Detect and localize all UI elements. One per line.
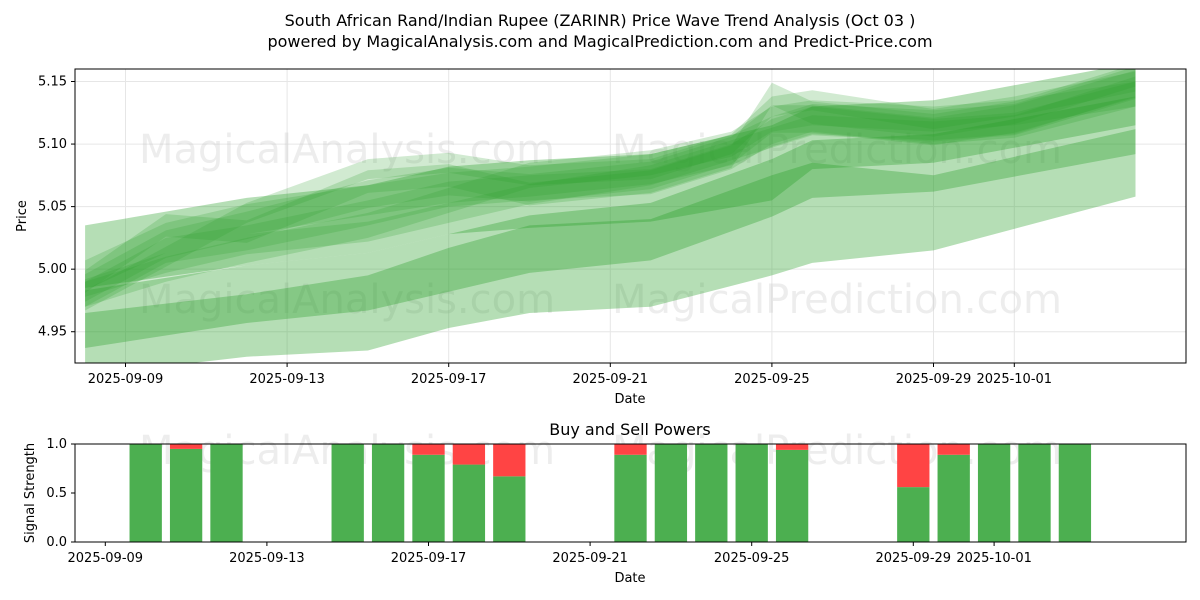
price-x-tick-label: 2025-09-29	[896, 372, 972, 387]
price-y-tick-label: 4.95	[38, 325, 67, 340]
buy-power-bar	[452, 464, 486, 542]
signal-chart: Buy and Sell Powers MagicalAnalysis.com …	[23, 420, 1187, 586]
chart-title-line2: powered by MagicalAnalysis.com and Magic…	[267, 32, 932, 51]
price-wave-band	[85, 69, 1136, 293]
chart-title-line1: South African Rand/Indian Rupee (ZARINR)…	[285, 11, 916, 30]
sell-power-bar	[412, 444, 445, 455]
price-x-axis: 2025-09-09 2025-09-13 2025-09-17 2025-09-21…	[88, 363, 1052, 387]
signal-chart-title: Buy and Sell Powers	[549, 420, 711, 439]
sell-power-bar	[897, 444, 930, 488]
price-wave-band	[85, 129, 1136, 363]
price-y-axis-label: Price	[15, 200, 30, 232]
sell-power-bar	[614, 444, 647, 455]
price-plot-frame	[74, 68, 1187, 364]
signal-y-axis: 0.0 0.5 1.0	[46, 437, 75, 550]
buy-power-bar	[371, 444, 405, 542]
watermark-prediction: MagicalPrediction.com	[612, 277, 1062, 323]
buy-power-bar	[1058, 444, 1092, 542]
price-y-tick-label: 5.15	[38, 75, 67, 90]
price-wave-band	[85, 76, 1136, 297]
signal-x-tick-label: 2025-09-29	[876, 551, 952, 566]
buy-power-bar	[331, 444, 364, 542]
price-wave-band	[85, 96, 1136, 348]
price-y-tick-label: 5.00	[38, 262, 67, 277]
price-wave-band	[85, 81, 1136, 307]
buy-power-bar	[695, 444, 728, 542]
watermark-analysis: MagicalAnalysis.com	[139, 277, 555, 323]
buy-power-bar	[129, 444, 162, 542]
signal-x-axis-label: Date	[614, 571, 645, 586]
buy-power-bar	[493, 476, 526, 542]
price-y-axis: 4.95 5.00 5.05 5.10 5.15	[38, 75, 75, 340]
buy-power-bar	[614, 454, 647, 542]
sell-power-bar	[169, 444, 203, 449]
price-x-tick-label: 2025-10-01	[977, 372, 1053, 387]
signal-x-tick-label: 2025-09-09	[68, 551, 144, 566]
signal-y-axis-label: Signal Strength	[23, 443, 38, 543]
buy-power-bar	[937, 454, 970, 542]
buy-power-bar	[210, 444, 243, 542]
buy-power-bar	[412, 454, 445, 542]
price-grid	[75, 69, 1186, 363]
sell-power-bar	[775, 444, 809, 450]
buy-power-bar	[735, 444, 768, 542]
watermark-prediction: MagicalPrediction.com	[612, 127, 1062, 173]
signal-x-tick-label: 2025-09-17	[391, 551, 467, 566]
sell-power-bar	[452, 444, 486, 465]
buy-power-bar	[977, 444, 1011, 542]
price-wave-band	[85, 81, 1136, 307]
buy-power-bar	[775, 449, 809, 542]
price-x-tick-label: 2025-09-17	[411, 372, 487, 387]
signal-y-tick-label: 0.0	[46, 535, 67, 550]
buy-power-bar	[169, 448, 203, 542]
price-x-tick-label: 2025-09-13	[249, 372, 325, 387]
watermark-analysis: MagicalAnalysis.com	[139, 127, 555, 173]
price-wave-band	[85, 69, 1136, 288]
price-wave-bands	[85, 69, 1136, 363]
signal-y-tick-label: 0.5	[46, 486, 67, 501]
signal-y-tick-label: 1.0	[46, 437, 67, 452]
price-wave-band	[85, 69, 1136, 291]
price-wave-band	[85, 70, 1136, 302]
price-y-tick-label: 5.05	[38, 200, 67, 215]
price-x-tick-label: 2025-09-25	[734, 372, 810, 387]
price-y-tick-label: 5.10	[38, 137, 67, 152]
signal-x-tick-label: 2025-09-13	[229, 551, 305, 566]
buy-power-bar	[654, 444, 688, 542]
buy-power-bar	[1018, 444, 1051, 542]
price-x-axis-label: Date	[614, 392, 645, 407]
price-chart: MagicalAnalysis.com MagicalPrediction.co…	[15, 68, 1187, 407]
buy-power-bar	[897, 487, 930, 542]
sell-power-bar	[937, 444, 970, 455]
price-x-tick-label: 2025-09-09	[88, 372, 164, 387]
price-wave-band	[85, 71, 1136, 311]
signal-x-axis: 2025-09-09 2025-09-13 2025-09-17 2025-09-21…	[68, 542, 1032, 566]
signal-bars	[129, 444, 1092, 542]
signal-x-tick-label: 2025-09-21	[552, 551, 628, 566]
sell-power-bar	[493, 444, 526, 477]
price-plot-area	[75, 69, 1186, 363]
signal-x-tick-label: 2025-09-25	[714, 551, 790, 566]
signal-x-tick-label: 2025-10-01	[956, 551, 1032, 566]
price-x-tick-label: 2025-09-21	[573, 372, 649, 387]
